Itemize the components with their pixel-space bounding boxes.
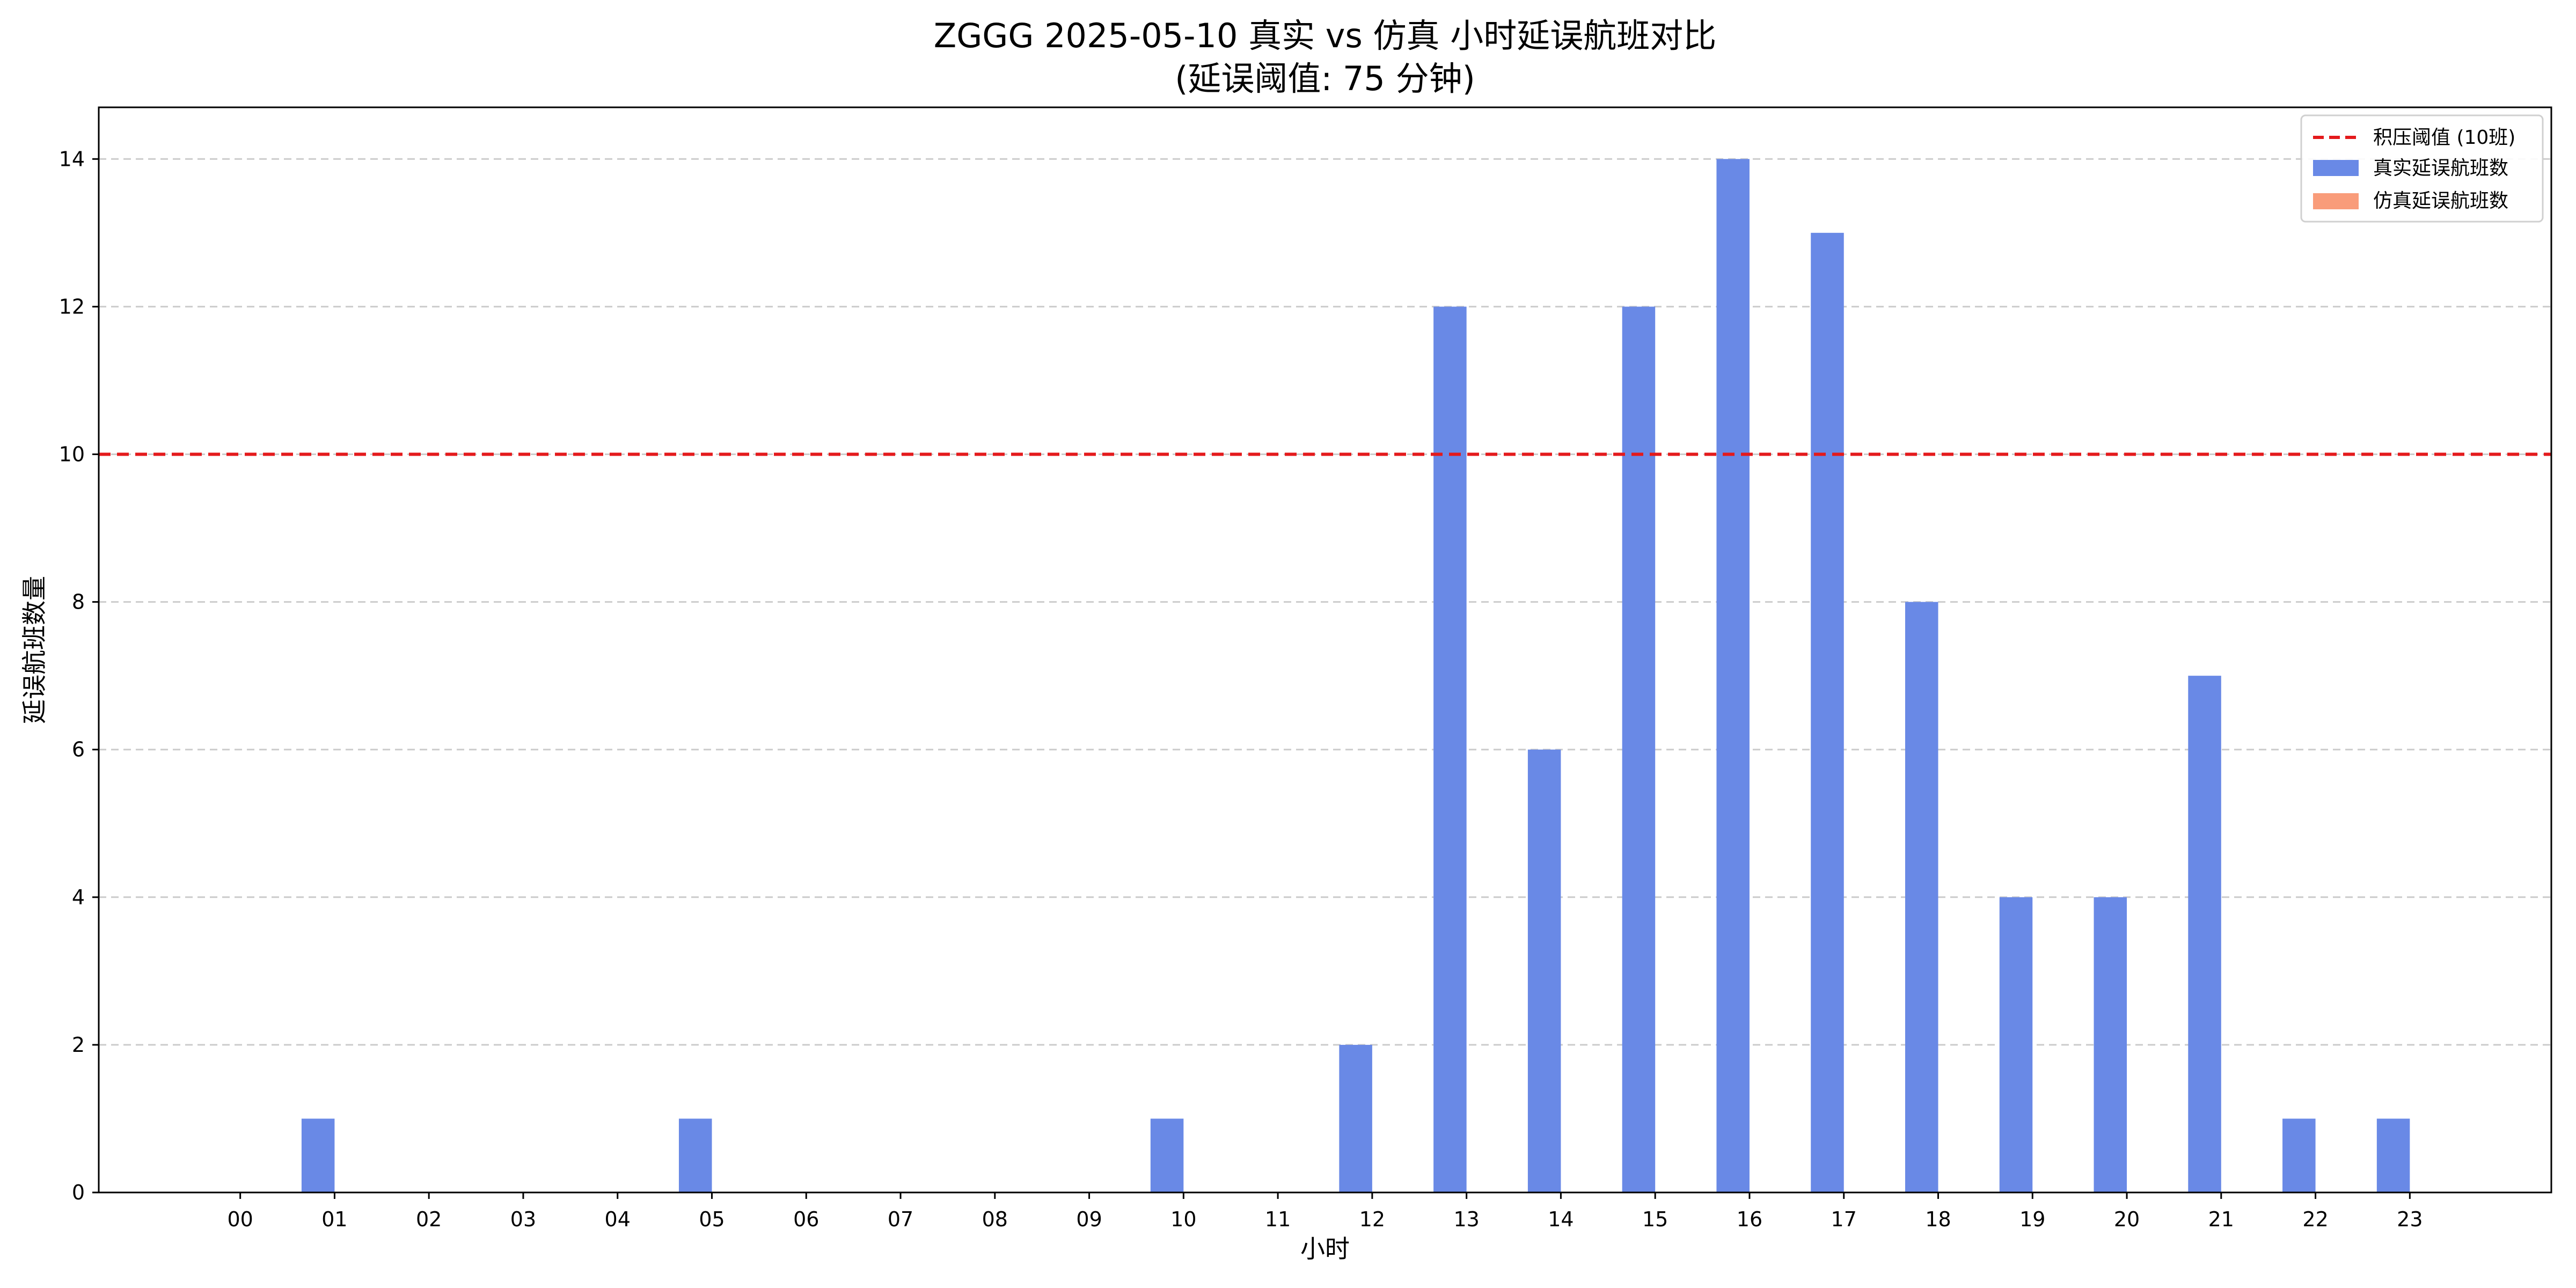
- chart-title: ZGGG 2025-05-10 真实 vs 仿真 小时延误航班对比: [934, 16, 1716, 55]
- x-tick-label: 05: [699, 1208, 724, 1231]
- real-delay-bar-05: [678, 1118, 712, 1192]
- x-tick-label: 04: [605, 1208, 631, 1231]
- x-tick-label: 12: [1359, 1208, 1385, 1231]
- x-tick-label: 16: [1737, 1208, 1762, 1231]
- x-tick-label: 15: [1642, 1208, 1668, 1231]
- x-tick-label: 19: [2019, 1208, 2045, 1231]
- real-delay-bar-01: [301, 1118, 335, 1192]
- y-axis: 0 2 4 6 8 10 12 14: [59, 147, 99, 1204]
- x-tick-label: 00: [227, 1208, 253, 1231]
- y-tick-label: 4: [72, 885, 85, 909]
- x-tick-label: 08: [982, 1208, 1008, 1231]
- real-delay-bar-16: [1716, 159, 1750, 1193]
- x-tick-label: 13: [1453, 1208, 1479, 1231]
- y-tick-label: 2: [72, 1033, 85, 1057]
- x-tick-label: 21: [2208, 1208, 2234, 1231]
- x-axis-label: 小时: [1300, 1234, 1350, 1263]
- legend-sim-label: 仿真延误航班数: [2373, 190, 2508, 212]
- y-tick-label: 6: [72, 738, 85, 762]
- legend-frame: [2300, 114, 2544, 223]
- legend: 积压阈值 (10班) 真实延误航班数 仿真延误航班数: [2300, 114, 2544, 223]
- real-delay-bar-10: [1150, 1118, 1184, 1192]
- chart-subtitle: (延误阈值: 75 分钟): [1175, 59, 1475, 98]
- x-tick-label: 23: [2397, 1208, 2423, 1231]
- x-tick-label: 11: [1265, 1208, 1291, 1231]
- real-delay-bar-19: [1999, 897, 2033, 1192]
- y-tick-label: 14: [59, 147, 85, 171]
- x-tick-label: 03: [510, 1208, 536, 1231]
- y-tick-label: 10: [59, 442, 85, 466]
- x-tick-label: 22: [2302, 1208, 2328, 1231]
- x-axis: 00 01 02 03 04 05 06 07 08 09 10 11 12 13 14 15 16 17 18 19…: [227, 1192, 2423, 1231]
- x-tick-label: 07: [888, 1208, 913, 1231]
- real-delay-bar-21: [2188, 676, 2221, 1192]
- real-delay-bar-23: [2376, 1118, 2410, 1192]
- real-delay-bar-20: [2094, 897, 2127, 1192]
- x-tick-label: 18: [1925, 1208, 1951, 1231]
- legend-threshold-label: 积压阈值 (10班): [2373, 127, 2515, 149]
- x-tick-label: 14: [1548, 1208, 1574, 1231]
- real-delay-bar-15: [1622, 306, 1656, 1193]
- x-tick-label: 20: [2114, 1208, 2140, 1231]
- real-delay-bar-17: [1811, 232, 1844, 1193]
- legend-real-swatch: [2313, 160, 2359, 176]
- plot-frame: [98, 106, 2552, 1194]
- real-delay-bar-14: [1527, 749, 1561, 1192]
- x-tick-label: 17: [1831, 1208, 1857, 1231]
- y-tick-label: 12: [59, 295, 85, 318]
- y-tick-label: 0: [72, 1181, 85, 1204]
- real-delay-bar-22: [2282, 1118, 2316, 1192]
- legend-real-label: 真实延误航班数: [2373, 157, 2508, 179]
- x-tick-label: 09: [1076, 1208, 1102, 1231]
- y-tick-label: 8: [72, 590, 85, 614]
- real-delay-bar-12: [1339, 1044, 1372, 1192]
- real-delay-bar-18: [1905, 602, 1938, 1192]
- x-tick-label: 10: [1170, 1208, 1196, 1231]
- legend-sim-swatch: [2313, 193, 2359, 209]
- x-tick-label: 06: [793, 1208, 819, 1231]
- y-axis-label: 延误航班数量: [20, 576, 49, 724]
- x-tick-label: 01: [321, 1208, 347, 1231]
- x-tick-label: 02: [416, 1208, 442, 1231]
- real-delay-bar-13: [1433, 306, 1467, 1193]
